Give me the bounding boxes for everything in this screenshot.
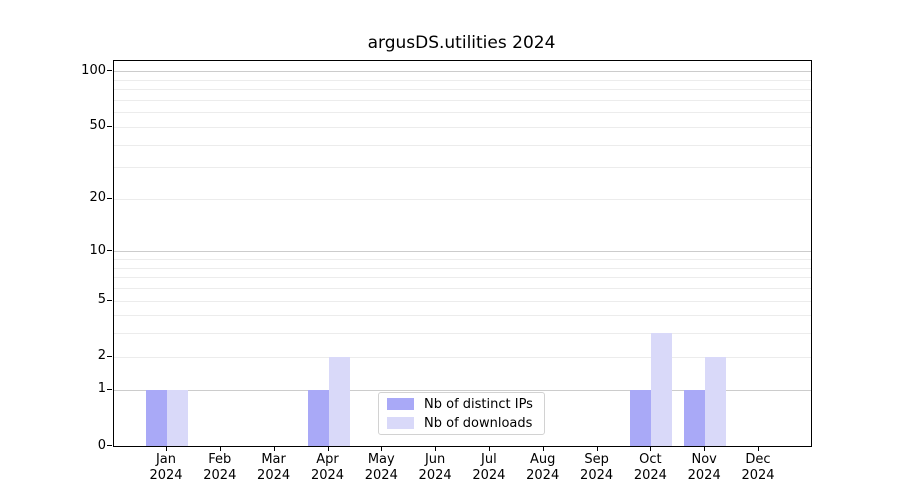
x-tick [327, 446, 329, 451]
x-tick-label: May 2024 [364, 452, 398, 483]
minor-gridline [114, 99, 811, 101]
y-tick [107, 70, 112, 72]
minor-gridline [114, 267, 811, 269]
bar-jan-distinct-ips [146, 389, 167, 446]
x-tick [704, 446, 706, 451]
x-tick-label: Nov 2024 [687, 452, 721, 483]
x-tick [488, 446, 490, 451]
minor-gridline [114, 198, 811, 200]
y-tick-label: 10 [89, 242, 106, 258]
x-tick-label: Aug 2024 [526, 452, 560, 483]
y-tick-label: 0 [97, 437, 106, 453]
x-tick [273, 446, 275, 451]
y-tick-label: 50 [89, 118, 106, 134]
bar-jan-downloads [167, 389, 188, 446]
bar-nov-downloads [705, 356, 727, 446]
x-tick-label: Jun 2024 [418, 452, 452, 483]
y-tick [107, 299, 112, 301]
x-tick-label: Feb 2024 [203, 452, 237, 483]
x-tick-label: Jul 2024 [472, 452, 506, 483]
x-tick [166, 446, 167, 451]
minor-gridline [114, 167, 811, 169]
y-tick [107, 197, 112, 199]
y-tick-label: 5 [97, 292, 106, 307]
y-tick-label: 1 [97, 381, 106, 397]
y-tick-label: 100 [81, 62, 106, 78]
minor-gridline [114, 144, 811, 146]
x-tick [650, 446, 652, 451]
legend-item-distinct-ips: Nb of distinct IPs [387, 397, 536, 412]
legend-label-distinct-ips: Nb of distinct IPs [424, 396, 533, 412]
y-tick [107, 388, 112, 390]
bar-apr-downloads [328, 356, 350, 446]
legend-label-downloads: Nb of downloads [424, 415, 533, 431]
bar-apr-distinct-ips [307, 389, 329, 446]
major-gridline [114, 251, 811, 253]
bar-oct-downloads [651, 333, 673, 446]
x-tick [381, 446, 383, 451]
y-tick-label: 20 [89, 190, 106, 206]
x-tick-label: Dec 2024 [741, 452, 775, 483]
legend-swatch-distinct-ips [387, 398, 414, 410]
minor-gridline [114, 356, 811, 358]
major-gridline [114, 389, 811, 391]
x-tick-label: Sep 2024 [580, 452, 614, 483]
major-gridline [114, 71, 811, 73]
minor-gridline [114, 333, 811, 335]
x-tick [596, 446, 598, 451]
x-tick [219, 446, 221, 451]
minor-gridline [114, 259, 811, 260]
x-tick [758, 446, 759, 451]
y-tick [107, 250, 112, 252]
x-tick [542, 446, 544, 451]
minor-gridline [114, 112, 811, 114]
legend-swatch-downloads [387, 417, 414, 429]
legend-item-downloads: Nb of downloads [387, 416, 536, 431]
minor-gridline [114, 288, 811, 289]
bar-nov-distinct-ips [684, 389, 706, 446]
plot-area [113, 60, 812, 447]
x-tick-label: Mar 2024 [257, 452, 291, 483]
y-tick-label: 2 [97, 348, 106, 364]
x-tick [435, 446, 437, 451]
minor-gridline [114, 89, 811, 91]
x-tick-label: Apr 2024 [310, 452, 345, 483]
chart-title: argusDS.utilities 2024 [367, 33, 556, 53]
x-tick-label: Oct 2024 [633, 452, 667, 483]
minor-gridline [114, 126, 811, 128]
legend: Nb of distinct IPs Nb of downloads [378, 392, 545, 435]
y-tick [107, 445, 112, 446]
y-tick [107, 125, 112, 127]
minor-gridline [114, 315, 811, 317]
bar-oct-distinct-ips [630, 389, 652, 446]
minor-gridline [114, 277, 811, 279]
minor-gridline [114, 300, 811, 302]
minor-gridline [114, 79, 811, 81]
y-tick [107, 355, 112, 357]
x-tick-label: Jan 2024 [149, 452, 183, 483]
